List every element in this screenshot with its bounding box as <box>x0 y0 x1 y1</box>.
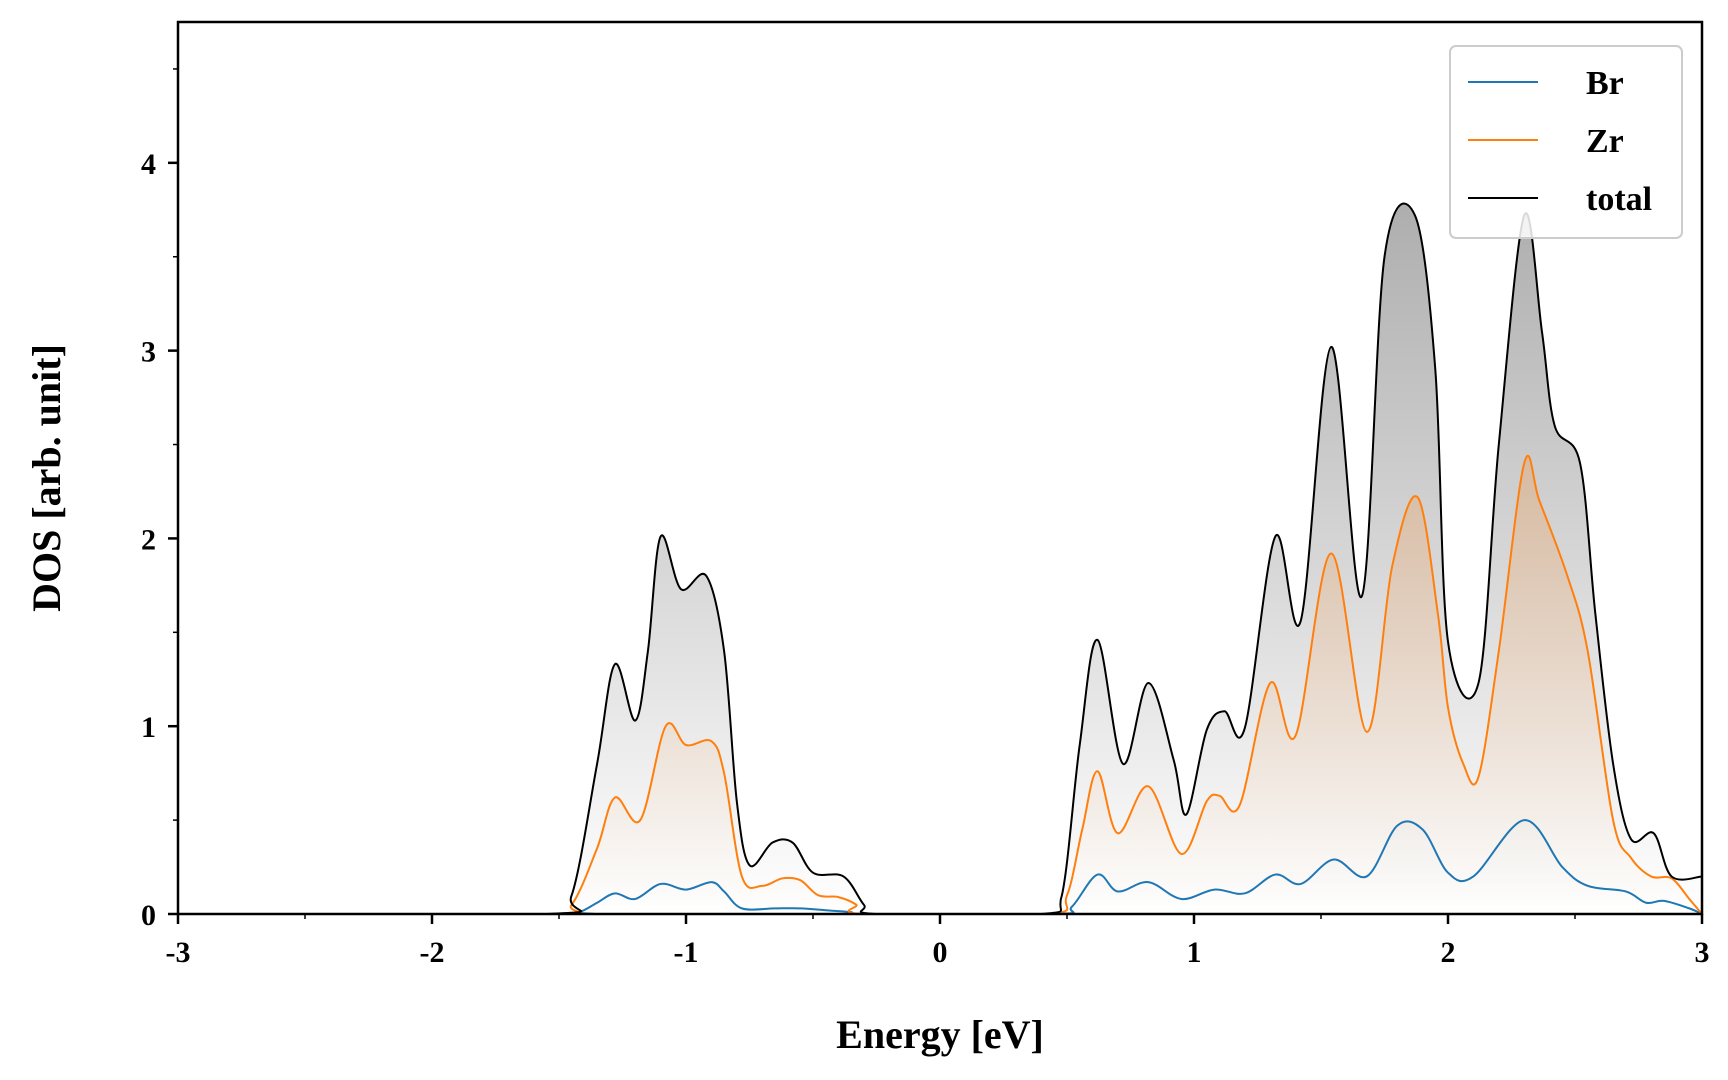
legend-label-br: Br <box>1586 65 1624 102</box>
x-tick-label: 1 <box>1187 936 1202 969</box>
series-line-br <box>177 819 1703 916</box>
y-tick-label: 0 <box>141 899 156 932</box>
x-tick-label: 0 <box>933 936 948 969</box>
x-tick-label: -3 <box>166 936 191 969</box>
series-line-zr <box>177 454 1703 916</box>
y-tick-label: 2 <box>141 523 156 556</box>
y-tick-label: 3 <box>141 336 156 369</box>
x-axis-ticks: -3 -2 -1 0 1 2 3 <box>166 914 1710 969</box>
area-fill-br <box>178 820 1702 914</box>
y-tick-label: 1 <box>141 711 156 744</box>
x-tick-label: -2 <box>420 936 445 969</box>
area-fill-zr <box>178 455 1702 914</box>
legend-label-zr: Zr <box>1586 123 1624 160</box>
y-tick-label: 4 <box>141 148 156 181</box>
legend-label-total: total <box>1586 181 1652 218</box>
legend-box <box>1449 45 1683 239</box>
legend: Br Zr total <box>1449 45 1683 239</box>
y-axis-ticks: 0 1 2 3 4 <box>141 68 178 932</box>
x-axis-label: Energy [eV] <box>836 1012 1044 1057</box>
y-axis-label: DOS [arb. unit] <box>24 344 69 612</box>
area-fills <box>178 203 1702 915</box>
x-tick-label: -1 <box>674 936 699 969</box>
x-tick-label: 3 <box>1695 936 1710 969</box>
x-tick-label: 2 <box>1441 936 1456 969</box>
